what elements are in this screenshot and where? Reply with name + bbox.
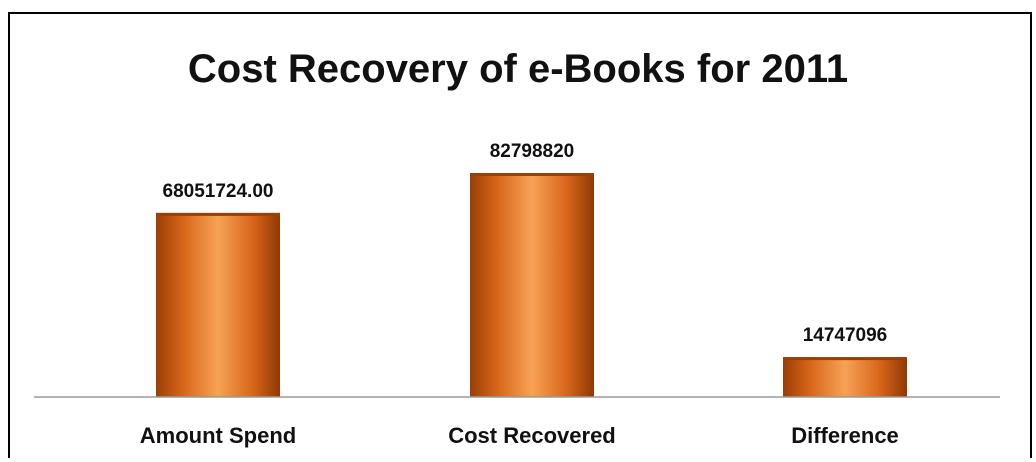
category-label-amount-spend: Amount Spend <box>140 423 296 448</box>
data-label-cost-recovered: 82798820 <box>490 141 575 162</box>
category-label-difference: Difference <box>791 423 899 448</box>
labels-group: 68051724.00 Amount Spend 82798820 Cost Reco… <box>140 141 899 448</box>
bar-cost-recovered <box>470 173 594 397</box>
data-label-difference: 14747096 <box>803 325 888 346</box>
data-label-amount-spend: 68051724.00 <box>163 181 274 202</box>
bar-difference <box>783 357 907 397</box>
chart-title: Cost Recovery of e-Books for 2011 <box>188 47 848 91</box>
bar-cap-amount-spend <box>156 212 280 216</box>
bars-group <box>156 173 907 397</box>
bar-amount-spend <box>156 212 280 397</box>
chart-frame <box>8 12 1032 458</box>
bar-cap-cost-recovered <box>470 173 594 176</box>
bar-cap-difference <box>783 357 907 361</box>
category-label-cost-recovered: Cost Recovered <box>448 423 616 448</box>
